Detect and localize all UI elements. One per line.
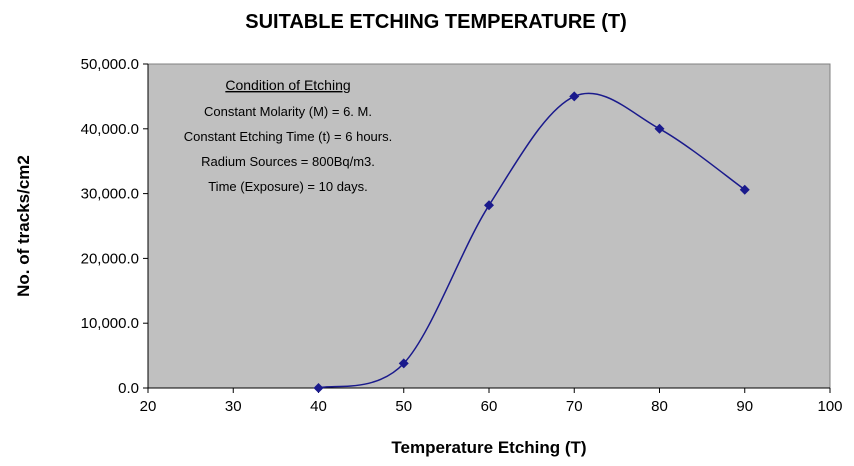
x-tick-label: 80 xyxy=(651,398,668,415)
x-tick-label: 70 xyxy=(566,398,583,415)
series-markers xyxy=(313,91,750,393)
x-tick-label: 30 xyxy=(225,398,242,415)
y-axis-title: No. of tracks/cm2 xyxy=(14,155,33,297)
y-tick-label: 40,000.0 xyxy=(81,121,139,138)
annotation-line: Constant Etching Time (t) = 6 hours. xyxy=(184,129,392,144)
x-tick-label: 60 xyxy=(481,398,498,415)
annotation-heading: Condition of Etching xyxy=(225,77,350,93)
data-point-marker xyxy=(654,123,665,134)
series-line xyxy=(318,92,746,389)
annotation-line: Constant Molarity (M) = 6. M. xyxy=(204,104,372,119)
x-tick-label: 50 xyxy=(395,398,412,415)
data-point-marker xyxy=(569,91,580,102)
data-point-marker xyxy=(398,358,409,369)
chart-title: SUITABLE ETCHING TEMPERATURE (T) xyxy=(245,11,626,33)
annotation-line: Time (Exposure) = 10 days. xyxy=(208,179,368,194)
data-point-marker xyxy=(739,184,750,195)
y-tick-label: 0.0 xyxy=(118,380,139,397)
x-tick-label: 20 xyxy=(140,398,157,415)
y-axis: 0.0 10,000.0 20,000.0 30,000.0 40,000.0 50,00… xyxy=(81,56,149,397)
annotation-line: Radium Sources = 800Bq/m3. xyxy=(201,154,375,169)
x-tick-label: 100 xyxy=(817,398,842,415)
x-tick-label: 40 xyxy=(310,398,327,415)
x-axis-title: Temperature Etching (T) xyxy=(391,438,586,457)
plot-area xyxy=(147,63,831,389)
y-tick-label: 50,000.0 xyxy=(81,56,139,73)
annotation-box: Condition of Etching Constant Molarity (… xyxy=(184,77,392,194)
x-axis: 20 30 40 50 60 70 80 90 100 xyxy=(140,387,843,415)
y-tick-label: 20,000.0 xyxy=(81,250,139,267)
y-tick-label: 30,000.0 xyxy=(81,186,139,203)
x-tick-label: 90 xyxy=(736,398,753,415)
data-point-marker xyxy=(484,200,494,211)
data-point-marker xyxy=(313,383,324,393)
y-tick-label: 10,000.0 xyxy=(81,315,139,332)
